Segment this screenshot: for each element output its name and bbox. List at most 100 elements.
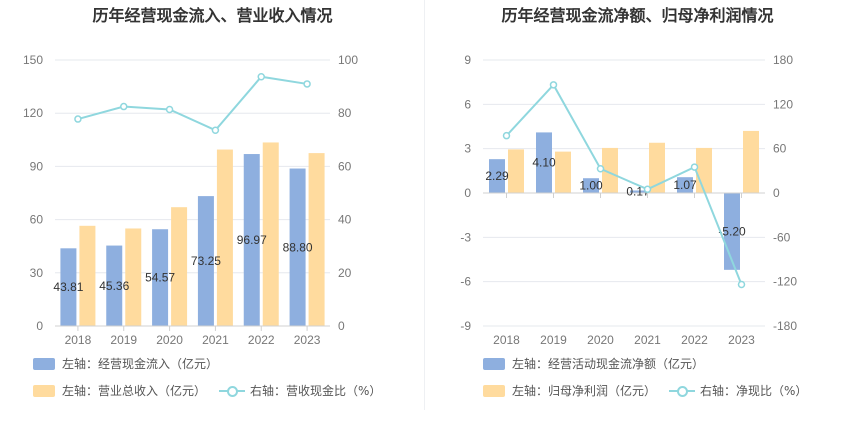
left-chart-right-tick-label: 100 (338, 53, 358, 67)
right-chart-left-tick-label: 9 (464, 53, 471, 67)
right-chart-ratio-line (505, 83, 743, 285)
legend-label-cash-inflow: 左轴：经营现金流入（亿元） (62, 357, 219, 371)
left-chart-bar-secondary (262, 142, 279, 326)
legend-item-net-profit[interactable]: 左轴：归母净利润（亿元） (483, 383, 656, 399)
left-chart-bar-data-label: 73.25 (191, 254, 221, 268)
left-chart-ratio-point (165, 105, 174, 114)
left-chart-bar-secondary (308, 153, 325, 326)
left-chart-title: 历年经营现金流入、营业收入情况 (92, 6, 333, 25)
right-chart-x-tick-label: 2021 (634, 333, 661, 347)
left-chart-ratio-point (303, 80, 311, 88)
left-chart-plot: 0 30 60 90 120 150 0 20 40 60 80 100 2018 2019 2020 202… (23, 53, 358, 347)
left-chart-bar-primary (197, 196, 214, 326)
left-chart-x-tick-label: 2018 (65, 333, 92, 347)
right-chart-plot: -9 -6 -3 0 3 6 9 -180 -120 -60 0 60 120 180 2018 2019 20… (460, 53, 797, 347)
legend-label-revenue: 左轴：营业总收入（亿元） (62, 384, 207, 398)
panel-divider (424, 0, 425, 410)
left-chart-bar-data-label: 88.80 (283, 240, 313, 254)
left-chart-x-tick-label: 2021 (202, 333, 229, 347)
right-chart-ratio-point (596, 165, 605, 173)
left-chart-left-tick-label: 120 (23, 106, 43, 120)
legend-item-cash-ratio[interactable]: 右轴：营收现金比（%） (219, 383, 381, 399)
right-chart-right-tick-label: 120 (773, 97, 793, 111)
right-chart-x-tick-label: 2020 (587, 333, 614, 347)
legend-item-revenue[interactable]: 左轴：营业总收入（亿元） (33, 383, 206, 399)
right-chart-bar-secondary (602, 147, 618, 193)
legend-label-cash-ratio: 右轴：营收现金比（%） (250, 384, 382, 398)
left-chart-left-tick-label: 150 (23, 53, 43, 67)
legend-swatch-revenue (33, 385, 55, 397)
left-chart-ratio-point (211, 126, 220, 134)
right-chart-bar-data-label: -5.20 (718, 224, 746, 238)
left-chart-bar-primary (243, 154, 260, 326)
right-chart-x-tick-label: 2019 (540, 333, 567, 347)
right-chart-x-tick-label: 2023 (728, 333, 755, 347)
right-chart-ratio-point (549, 81, 558, 89)
left-chart-left-tick-label: 60 (30, 213, 44, 227)
left-chart-bar-data-label: 96.97 (237, 233, 267, 247)
right-chart-title: 历年经营现金流净额、归母净利润情况 (501, 6, 774, 25)
right-chart-bar-primary (489, 159, 505, 193)
right-chart-left-tick-label: -9 (460, 319, 471, 333)
left-chart-bar-primary (152, 229, 169, 326)
left-chart-bar-secondary (79, 225, 96, 326)
legend-item-net-cash-ratio[interactable]: 右轴：净现比（%） (669, 383, 807, 399)
legend-label-net-cash-ratio: 右轴：净现比（%） (700, 384, 808, 398)
right-chart-bar-data-label: 4.10 (532, 156, 556, 170)
left-chart-bar-secondary (125, 228, 142, 326)
right-chart-right-tick-label: -180 (773, 319, 797, 333)
right-chart-bar-secondary (649, 142, 665, 193)
right-chart-bar-data-label: 1.00 (579, 179, 603, 193)
left-chart-x-tick-label: 2023 (294, 333, 321, 347)
left-chart-bar-primary (60, 248, 77, 326)
left-chart-bar-secondary (216, 149, 233, 326)
right-chart-bar-secondary (696, 147, 712, 193)
right-chart-bar-primary (583, 178, 599, 193)
legend-item-cash-inflow[interactable]: 左轴：经营现金流入（亿元） (33, 356, 218, 372)
left-chart-bar-primary (106, 245, 123, 326)
right-chart-right-tick-label: 0 (773, 186, 780, 200)
right-chart-bar-secondary (555, 151, 571, 193)
right-chart-right-tick-label: -60 (773, 230, 791, 244)
legend-swatch-net-profit (483, 385, 505, 397)
left-chart-ratio-point (257, 73, 265, 81)
right-chart-left-tick-label: -3 (460, 230, 471, 244)
legend-label-net-profit: 左轴：归母净利润（亿元） (512, 384, 657, 398)
legend-item-net-cash-flow[interactable]: 左轴：经营活动现金流净额（亿元） (483, 356, 704, 372)
legend-swatch-net-cash-flow (483, 358, 505, 370)
right-chart-panel: 历年经营现金流净额、归母净利润情况 -9 -6 -3 0 3 6 9 -180 -120 -60 0… (425, 0, 850, 437)
left-chart-bar-data-label: 43.81 (53, 280, 83, 294)
left-chart-right-tick-label: 0 (338, 319, 345, 333)
right-chart-ratio-point (690, 163, 699, 171)
legend-line-net-cash-ratio (669, 385, 695, 397)
right-chart-bar-primary (677, 177, 693, 193)
left-chart-right-tick-label: 60 (338, 159, 352, 173)
right-chart-bar-secondary (743, 130, 759, 193)
legend-swatch-cash-inflow (33, 358, 55, 370)
left-chart-x-tick-label: 2019 (110, 333, 137, 347)
right-chart-left-tick-label: -6 (460, 275, 471, 289)
right-chart-bar-data-label: 2.29 (485, 169, 509, 183)
left-chart-right-tick-label: 40 (338, 213, 352, 227)
left-chart-ratio-line (77, 75, 308, 132)
right-chart-bar-secondary (508, 149, 524, 193)
left-chart-x-tick-label: 2022 (248, 333, 275, 347)
left-chart-ratio-point (74, 115, 82, 123)
left-chart-panel: 历年经营现金流入、营业收入情况 0 30 60 90 120 150 0 20 40 60 80 10… (23, 6, 381, 399)
left-chart-x-tick-label: 2020 (156, 333, 183, 347)
right-chart-ratio-point (737, 280, 746, 289)
right-chart-bar-primary (536, 132, 552, 193)
right-chart-right-tick-label: 60 (773, 142, 787, 156)
right-chart-x-tick-label: 2018 (493, 333, 520, 347)
left-chart-bar-data-label: 54.57 (145, 271, 175, 285)
left-chart-right-tick-label: 20 (338, 266, 352, 280)
right-chart-left-tick-label: 0 (464, 186, 471, 200)
right-chart-ratio-point (643, 185, 652, 194)
right-chart-bar-primary (630, 190, 646, 193)
right-chart-x-tick-label: 2022 (681, 333, 708, 347)
legend-label-net-cash-flow: 左轴：经营活动现金流净额（亿元） (512, 357, 705, 371)
left-chart-left-tick-label: 0 (36, 319, 43, 333)
legend-line-cash-ratio (219, 385, 245, 397)
left-chart-right-tick-label: 80 (338, 106, 352, 120)
left-chart-ratio-point (120, 102, 128, 111)
